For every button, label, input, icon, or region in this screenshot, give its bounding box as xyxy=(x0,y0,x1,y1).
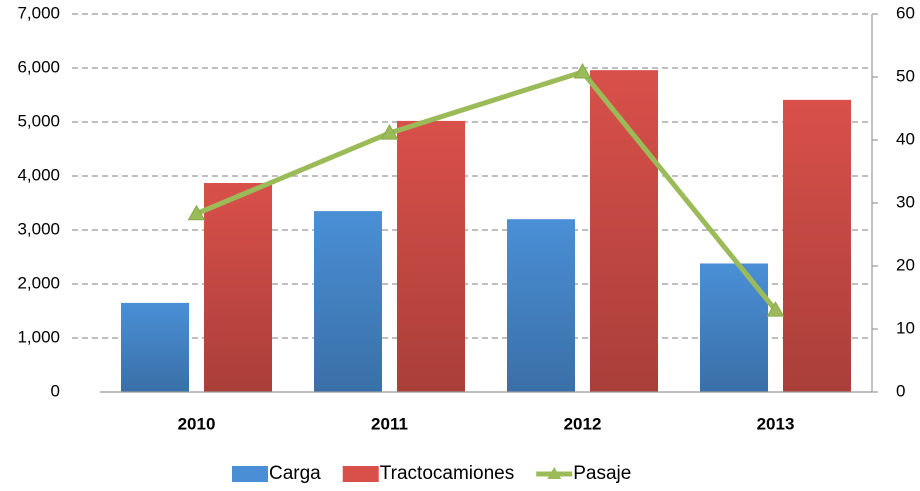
bar-shade xyxy=(204,183,272,392)
y-tick-label: 5,000 xyxy=(17,111,60,130)
legend-swatch xyxy=(342,466,379,482)
y-tick-label: 3,000 xyxy=(17,219,60,238)
marker xyxy=(380,124,399,140)
y2-tick-label: 0 xyxy=(896,381,905,400)
x-tick-label: 2011 xyxy=(371,414,408,433)
y-tick-label: 2,000 xyxy=(17,273,60,292)
bar-shade xyxy=(783,99,851,393)
y2-tick-label: 60 xyxy=(896,3,915,22)
y-tick-label: 7,000 xyxy=(17,3,60,22)
bar-shade xyxy=(314,211,382,392)
legend-label: Carga xyxy=(269,463,321,484)
bar-shade xyxy=(397,120,465,393)
x-tick-label: 2013 xyxy=(757,414,795,433)
marker xyxy=(766,301,785,317)
legend-swatch xyxy=(232,466,268,482)
bar-shade xyxy=(590,70,658,392)
y2-tick-label: 20 xyxy=(896,255,915,274)
y-tick-label: 0 xyxy=(51,381,60,400)
legend-swatch xyxy=(547,467,562,479)
marker xyxy=(187,204,206,221)
marker xyxy=(573,62,592,79)
y-tick-label: 1,000 xyxy=(17,327,60,346)
line xyxy=(195,69,778,312)
bar-shade xyxy=(121,302,189,392)
bar-shade xyxy=(700,263,768,392)
y2-tick-label: 30 xyxy=(896,192,915,211)
y2-tick-label: 40 xyxy=(896,129,915,148)
legend-label: Pasaje xyxy=(573,463,631,484)
y2-tick-label: 10 xyxy=(896,318,915,337)
x-tick-label: 2010 xyxy=(178,414,216,433)
y-tick-label: 4,000 xyxy=(17,165,60,184)
legend-label: Tractocamiones xyxy=(380,463,514,484)
y2-tick-label: 50 xyxy=(896,66,915,85)
bar-shade xyxy=(507,219,575,392)
y-tick-label: 6,000 xyxy=(17,57,60,76)
x-tick-label: 2012 xyxy=(564,414,602,433)
